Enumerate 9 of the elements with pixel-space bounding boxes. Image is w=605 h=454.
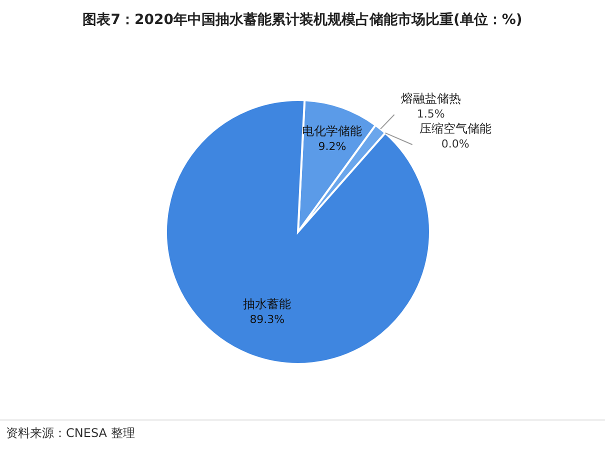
slice-label: 熔融盐储热 [400, 92, 461, 106]
text: 资料来源：CNESA 整理 [6, 426, 135, 440]
data-label: 89.3% [250, 312, 285, 326]
slice-label: 抽水蓄能 [243, 296, 292, 311]
data-label: 9.2% [318, 140, 346, 153]
chart-title: 图表7：2020年中国抽水蓄能累计装机规模占储能市场比重(单位：%) [82, 11, 522, 28]
data-label: 1.5% [416, 108, 445, 121]
text: 0.0% [441, 138, 470, 151]
category-label: 压缩空气储能 [419, 122, 492, 136]
